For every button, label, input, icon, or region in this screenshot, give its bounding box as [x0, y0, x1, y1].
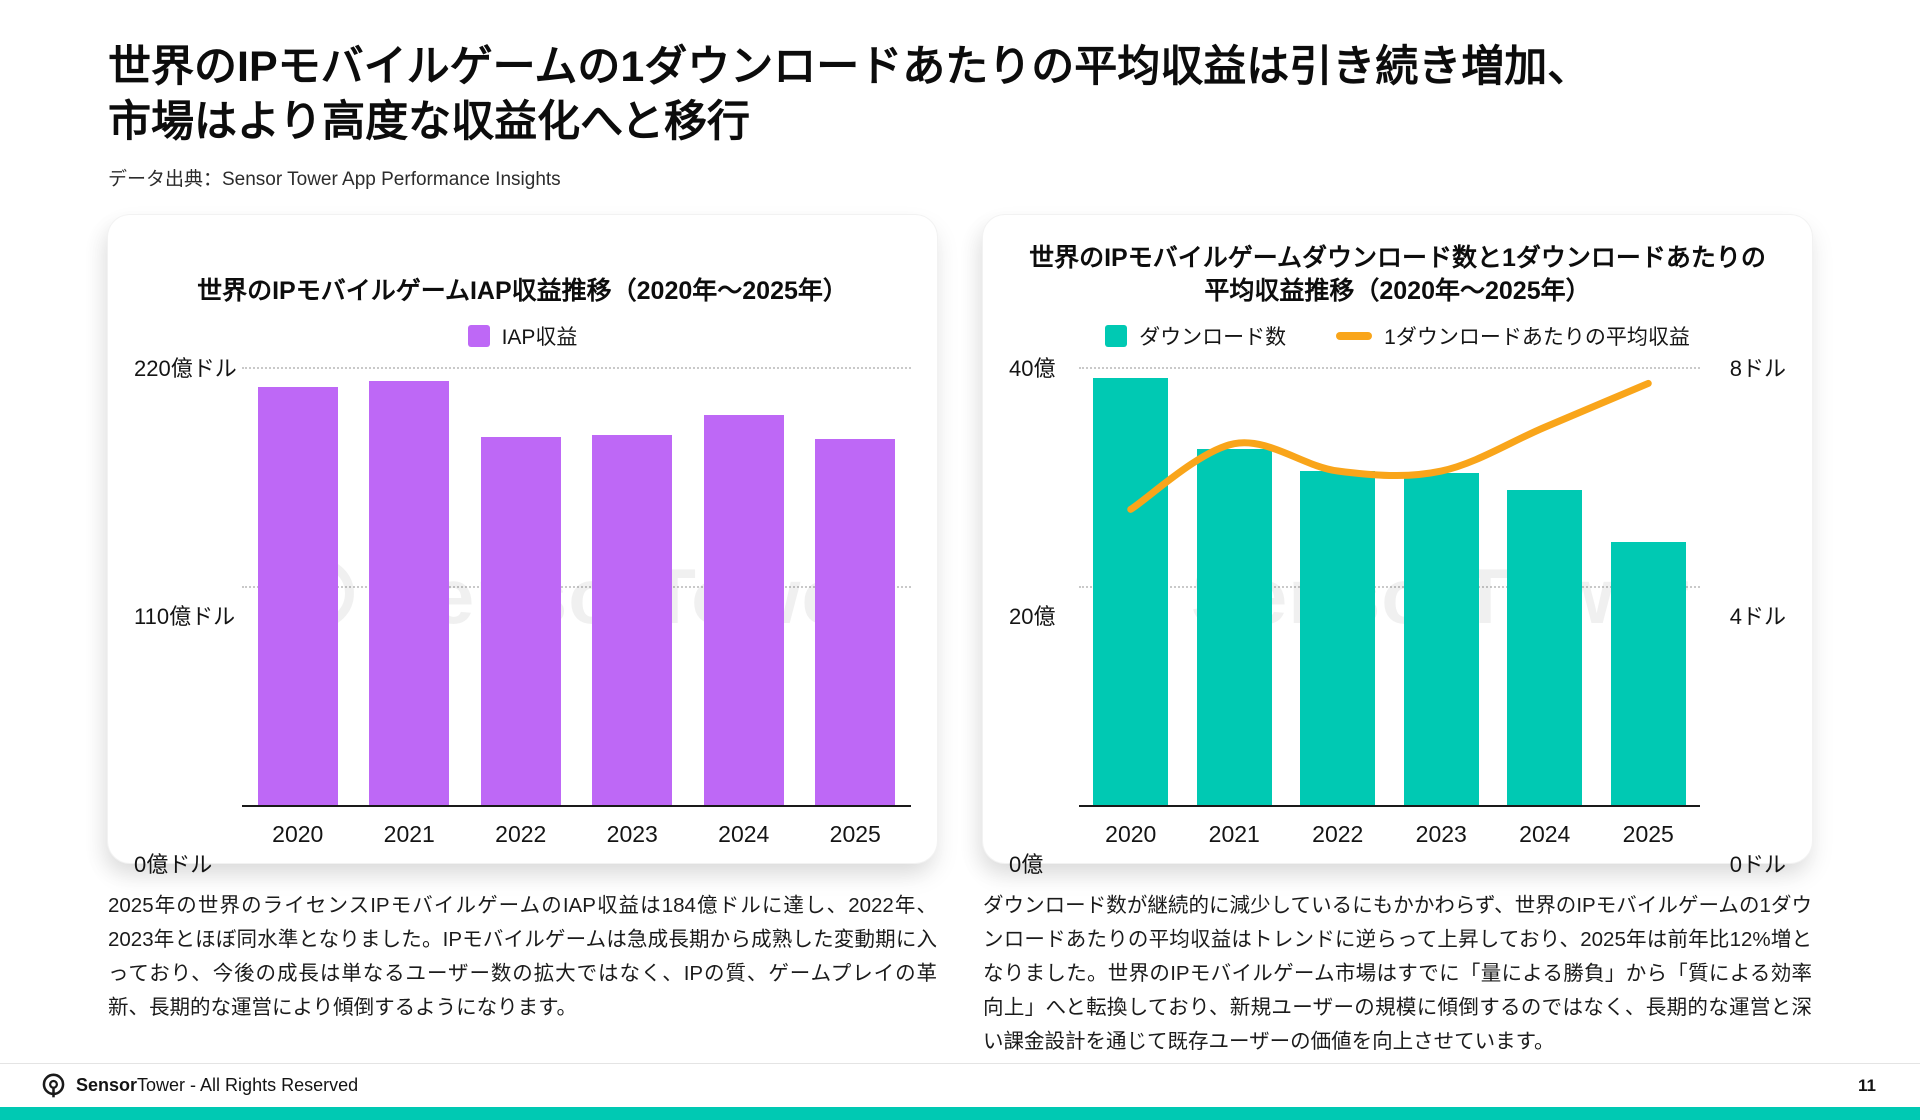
x-label-2023: 2023 — [1415, 821, 1467, 848]
bar-2020 — [257, 386, 338, 806]
bar-2022 — [480, 436, 561, 806]
dl-chart-title: 世界のIPモバイルゲームダウンロード数と1ダウンロードあたりの 平均収益推移（2… — [1029, 242, 1766, 307]
bar-2024 — [703, 414, 784, 806]
x-label-2025: 2025 — [1622, 821, 1674, 848]
page-title: 世界のIPモバイルゲームの1ダウンロードあたりの平均収益は引き続き増加、 市場は… — [108, 40, 1812, 150]
page-number: 11 — [1858, 1075, 1876, 1095]
dl-chart-title-line1: 世界のIPモバイルゲームダウンロード数と1ダウンロードあたりの — [1029, 244, 1766, 273]
x-label-2025: 2025 — [829, 821, 881, 848]
bottom-accent-strip — [0, 1107, 1920, 1120]
iap-bars — [242, 367, 911, 806]
gridline-top — [242, 367, 911, 370]
page-title-line1: 世界のIPモバイルゲームの1ダウンロードあたりの平均収益は引き続き増加、 — [108, 43, 1591, 91]
dl-chart-legend: ダウンロード数 1ダウンロードあたりの平均収益 — [1105, 321, 1690, 351]
bar-2021 — [369, 381, 450, 806]
arpd-trend-line — [1079, 367, 1700, 805]
gridline-mid — [242, 586, 911, 589]
bar-2023 — [592, 434, 673, 806]
iap-plot-area: SensorTower — [242, 367, 911, 808]
bar-2022 — [1300, 471, 1375, 806]
footer-brand-text: SensorTower - All Rights Reserved — [76, 1075, 359, 1095]
page-title-line2: 市場はより高度な収益化へと移行 — [108, 98, 750, 147]
iap-chart-legend: IAP収益 — [467, 321, 578, 351]
dl-ytick-20: 20億 — [1009, 604, 1056, 630]
gridline-mid — [1079, 586, 1700, 589]
arpd-legend-label: 1ダウンロードあたりの平均収益 — [1384, 326, 1690, 350]
dl-ytick-40: 40億 — [1009, 356, 1056, 382]
arpd-ytick-8: 8ドル — [1729, 356, 1786, 382]
dl-x-axis-labels: 2020 2021 2022 2023 2024 2025 — [1079, 821, 1700, 848]
iap-note: 2025年の世界のライセンスIPモバイルゲームのIAP収益は184億ドルに達し、… — [108, 894, 937, 1020]
dl-left-y-axis: 40億 20億 0億 — [1009, 356, 1079, 877]
dl-chart-title-line2: 平均収益推移（2020年〜2025年） — [1204, 276, 1591, 305]
downloads-legend-swatch — [1105, 325, 1128, 348]
x-label-2024: 2024 — [718, 821, 770, 848]
sensor-tower-logo-icon — [42, 1073, 65, 1098]
iap-chart-title: 世界のIPモバイルゲームIAP収益推移（2020年〜2025年） — [197, 276, 848, 305]
arpd-legend-line-swatch — [1336, 332, 1373, 341]
data-source: データ出典：Sensor Tower App Performance Insig… — [108, 169, 561, 191]
dl-plot-area: SensorTower — [1079, 367, 1700, 808]
x-label-2021: 2021 — [1208, 821, 1260, 848]
x-label-2022: 2022 — [1312, 821, 1364, 848]
dl-right-y-axis: 8ドル 4ドル 0ドル — [1700, 356, 1786, 877]
iap-x-axis-labels: 2020 2021 2022 2023 2024 2025 — [242, 821, 911, 848]
iap-ytick-220: 220億ドル — [134, 356, 237, 382]
iap-legend-label: IAP収益 — [501, 326, 578, 350]
chart-cards-row: 世界のIPモバイルゲームIAP収益推移（2020年〜2025年） IAP収益 2… — [108, 215, 1812, 877]
bar-2024 — [1507, 489, 1582, 806]
gridline-top — [1079, 367, 1700, 370]
iap-legend-swatch — [467, 325, 490, 348]
x-label-2023: 2023 — [606, 821, 658, 848]
bar-2025 — [1610, 542, 1686, 806]
dl-ytick-0: 0億 — [1009, 852, 1044, 878]
notes-row: 2025年の世界のライセンスIPモバイルゲームのIAP収益は184億ドルに達し、… — [108, 889, 1812, 1059]
downloads-legend-label: ダウンロード数 — [1139, 326, 1287, 350]
footer-brand: SensorTower - All Rights Reserved — [40, 1072, 358, 1099]
bar-2025 — [815, 438, 896, 806]
bar-2020 — [1093, 378, 1168, 806]
arpd-ytick-0: 0ドル — [1729, 852, 1786, 878]
x-label-2020: 2020 — [1105, 821, 1157, 848]
arpd-ytick-4: 4ドル — [1729, 604, 1786, 630]
iap-revenue-chart-card: 世界のIPモバイルゲームIAP収益推移（2020年〜2025年） IAP収益 2… — [108, 215, 937, 877]
x-label-2021: 2021 — [383, 821, 435, 848]
x-label-2022: 2022 — [495, 821, 547, 848]
footer: SensorTower - All Rights Reserved 11 — [0, 1063, 1920, 1107]
download-bars — [1079, 367, 1700, 806]
iap-ytick-110: 110億ドル — [134, 604, 236, 630]
downloads-arpd-chart-card: 世界のIPモバイルゲームダウンロード数と1ダウンロードあたりの 平均収益推移（2… — [983, 215, 1812, 877]
bar-2021 — [1196, 449, 1272, 806]
iap-ytick-0: 0億ドル — [134, 852, 213, 878]
iap-y-axis: 220億ドル 110億ドル 0億ドル — [134, 356, 242, 877]
bar-2023 — [1403, 473, 1479, 806]
x-label-2024: 2024 — [1519, 821, 1571, 848]
x-label-2020: 2020 — [272, 821, 324, 848]
downloads-note: ダウンロード数が継続的に減少しているにもかかわらず、世界のIPモバイルゲームの1… — [983, 894, 1812, 1054]
slide: 世界のIPモバイルゲームの1ダウンロードあたりの平均収益は引き続き増加、 市場は… — [0, 40, 1920, 1059]
